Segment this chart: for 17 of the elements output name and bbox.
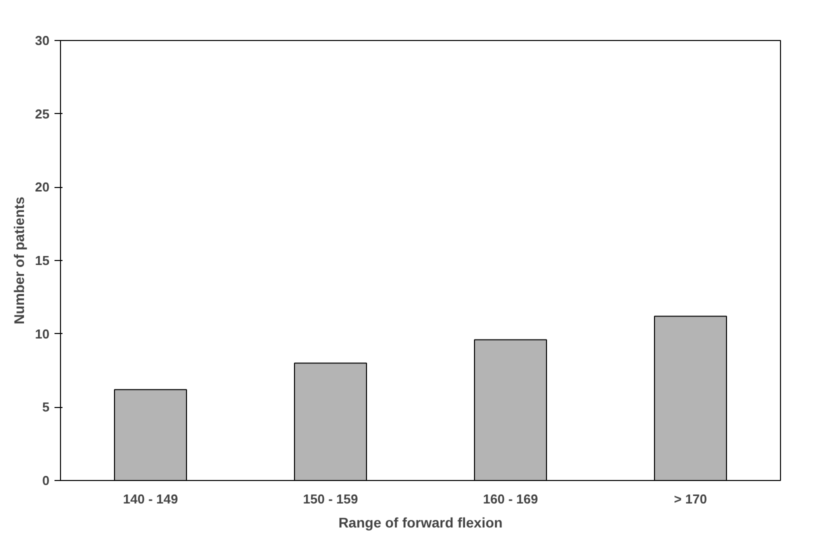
x-tick-label: 160 - 169 [483, 492, 538, 506]
y-axis-title: Number of patients [11, 196, 28, 324]
y-tick-label: 25 [35, 106, 50, 122]
bar [654, 316, 727, 480]
x-tick-label: 150 - 159 [303, 492, 358, 506]
y-tick-label: 30 [35, 33, 50, 48]
x-tick-label: > 170 [674, 492, 707, 506]
y-tick-label: 10 [35, 326, 50, 342]
y-tick-label: 15 [35, 253, 50, 268]
x-tick-label: 140 - 149 [123, 492, 178, 506]
bar [474, 339, 547, 480]
bar [114, 389, 187, 480]
bar [294, 362, 367, 480]
x-axis-title: Range of forward flexion [338, 514, 503, 530]
y-tick-label: 20 [35, 180, 50, 195]
y-tick-label: 5 [42, 400, 50, 415]
y-tick-label: 0 [42, 473, 50, 488]
